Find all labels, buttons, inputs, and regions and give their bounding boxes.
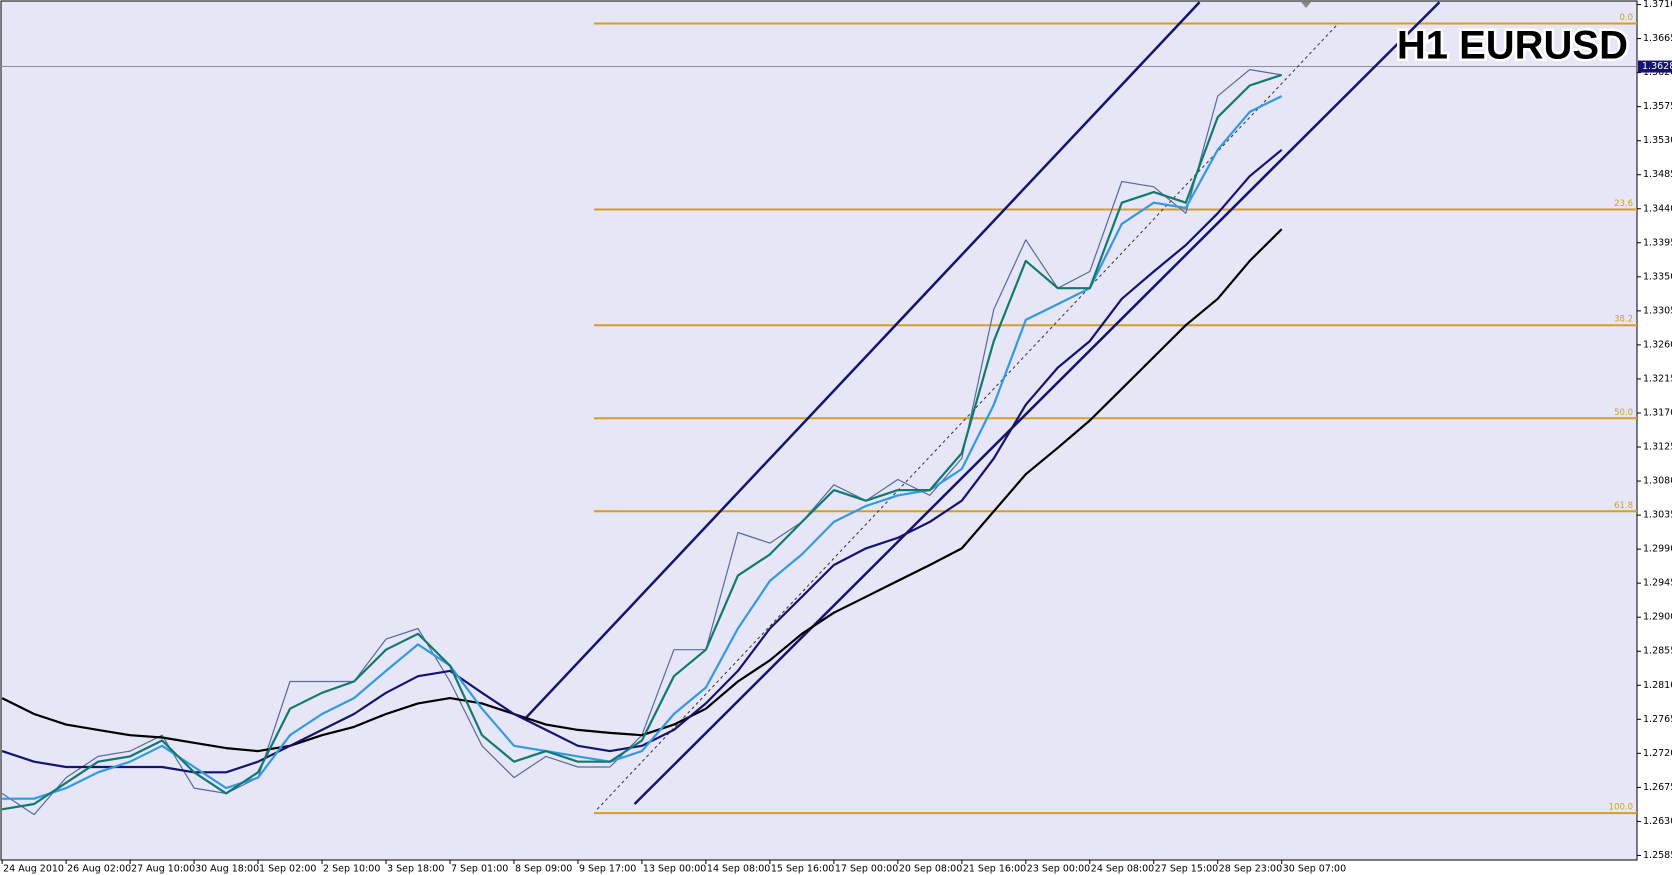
x-tick-label: 30 Sep 07:00 — [1283, 864, 1346, 875]
trendline — [633, 1, 1441, 805]
fib-label: 38.2 — [1614, 315, 1633, 325]
plot-layer: 0.0 23.6 38.2 50.0 61.8 100.0 — [0, 1, 1637, 816]
y-tick-label: 1.2990 — [1643, 544, 1672, 555]
y-tick-label: 1.3035 — [1643, 510, 1672, 521]
x-tick-label: 24 Aug 2010 — [3, 864, 64, 875]
x-tick-label: 3 Sep 18:00 — [387, 864, 444, 875]
y-tick-label: 1.2945 — [1643, 578, 1672, 589]
x-tick-label: 17 Sep 00:00 — [835, 864, 898, 875]
y-tick-label: 1.3125 — [1643, 442, 1672, 453]
y-tick-label: 1.3530 — [1643, 135, 1672, 146]
x-tick-label: 9 Sep 17:00 — [579, 864, 636, 875]
y-tick-label: 1.2585 — [1643, 850, 1672, 861]
y-tick-label: 1.2720 — [1643, 748, 1672, 759]
y-tick-label: 1.3080 — [1643, 476, 1672, 487]
x-tick-label: 8 Sep 09:00 — [515, 864, 572, 875]
plot-area — [0, 0, 1638, 861]
y-tick-label: 1.3215 — [1643, 373, 1672, 384]
y-tick-label: 1.3305 — [1643, 305, 1672, 316]
moving-average — [1, 148, 1283, 774]
x-tick-label: 14 Sep 08:00 — [707, 864, 770, 875]
moving-average — [1, 73, 1283, 811]
fib-label: 61.8 — [1614, 501, 1633, 511]
x-tick-label: 21 Sep 16:00 — [963, 864, 1026, 875]
x-tick-label: 7 Sep 01:00 — [451, 864, 508, 875]
moving-average — [1, 228, 1283, 753]
y-tick-label: 1.2810 — [1643, 680, 1672, 691]
x-tick-label: 26 Aug 02:00 — [67, 864, 131, 875]
y-tick-label: 1.3710 — [1643, 0, 1672, 10]
x-tick-label: 13 Sep 00:00 — [643, 864, 706, 875]
current-price-label: 1.3628 — [1642, 61, 1672, 72]
y-tick-label: 1.3395 — [1643, 237, 1672, 248]
current-price-tag — [1638, 60, 1672, 73]
y-tick-label: 1.3665 — [1643, 33, 1672, 44]
y-tick-label: 1.3440 — [1643, 203, 1672, 214]
moving-average — [2, 95, 1283, 800]
fib-label: 100.0 — [1609, 803, 1633, 813]
y-tick-label: 1.3485 — [1643, 169, 1672, 180]
y-tick-label: 1.3350 — [1643, 271, 1672, 282]
chart-title: H1 EURUSD — [1397, 24, 1628, 68]
fib-label: 23.6 — [1614, 199, 1633, 209]
y-tick-label: 1.2765 — [1643, 714, 1672, 725]
x-tick-label: 28 Sep 23:00 — [1219, 864, 1282, 875]
fib-label: 0.0 — [1619, 13, 1633, 23]
x-tick-label: 1 Sep 02:00 — [259, 864, 316, 875]
y-tick-label: 1.3260 — [1643, 339, 1672, 350]
fib-label: 50.0 — [1614, 408, 1633, 418]
y-tick-label: 1.2900 — [1643, 612, 1672, 623]
x-tick-label: 15 Sep 16:00 — [771, 864, 834, 875]
y-tick-label: 1.2855 — [1643, 646, 1672, 657]
x-tick-label: 24 Sep 08:00 — [1091, 864, 1154, 875]
x-tick-label: 23 Sep 00:00 — [1027, 864, 1090, 875]
trendline — [523, 1, 1201, 721]
y-tick-label: 1.3620 — [1643, 67, 1672, 78]
y-tick-label: 1.3170 — [1643, 407, 1672, 418]
x-tick-label: 27 Aug 10:00 — [131, 864, 195, 875]
y-tick-label: 1.2630 — [1643, 816, 1672, 827]
x-tick-label: 30 Aug 18:00 — [195, 864, 259, 875]
y-tick-label: 1.3575 — [1643, 101, 1672, 112]
shift-marker — [1301, 2, 1311, 8]
x-tick-label: 20 Sep 08:00 — [899, 864, 962, 875]
x-tick-label: 2 Sep 10:00 — [323, 864, 380, 875]
x-tick-label: 27 Sep 15:00 — [1155, 864, 1218, 875]
y-tick-label: 1.2675 — [1643, 782, 1672, 793]
